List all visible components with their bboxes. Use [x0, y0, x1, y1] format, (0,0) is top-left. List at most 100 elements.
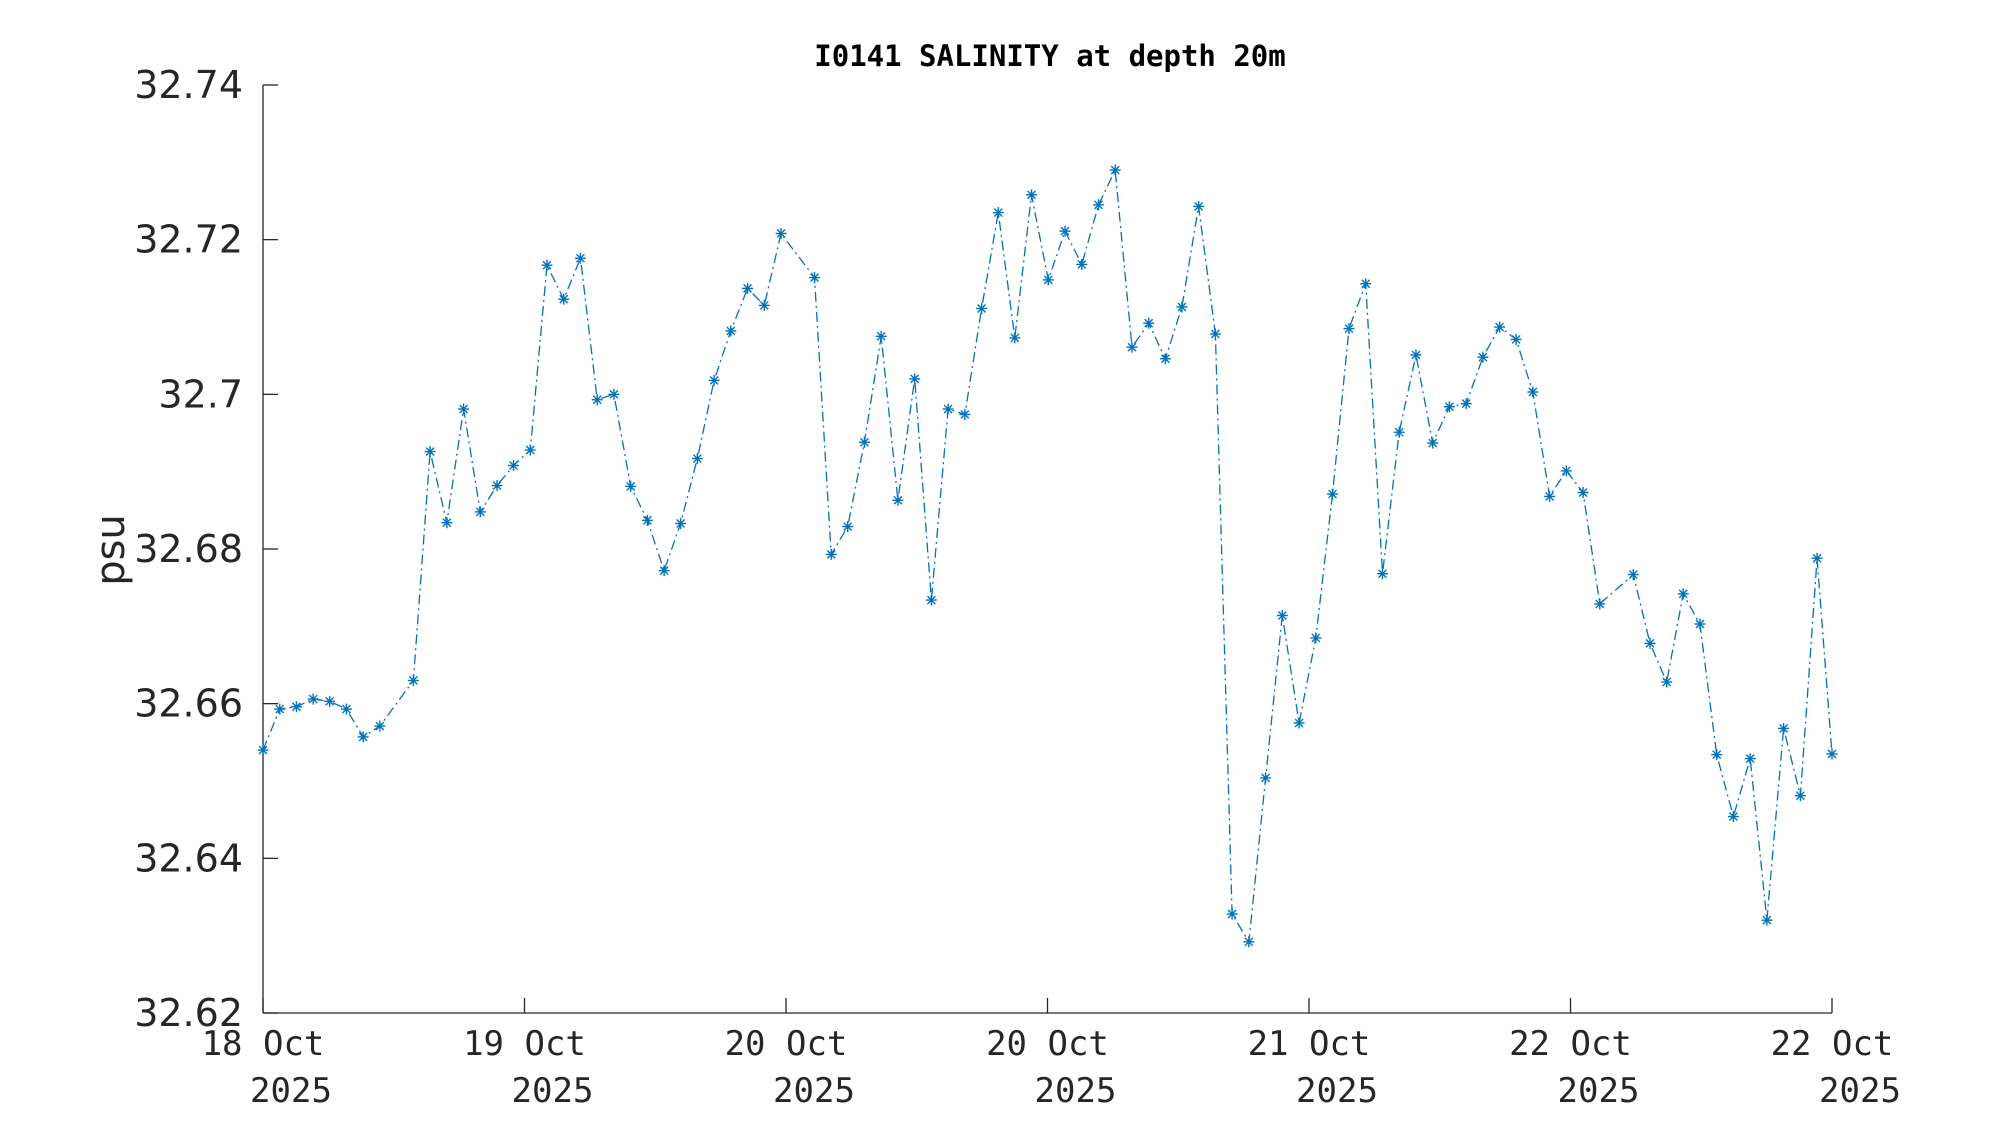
data-point — [725, 325, 737, 337]
data-point — [441, 517, 453, 529]
data-point — [858, 436, 870, 448]
data-point — [758, 299, 770, 311]
y-axis-label: psu — [88, 514, 134, 586]
data-point — [474, 506, 486, 518]
data-point — [992, 207, 1004, 219]
data-point — [742, 282, 754, 294]
data-point — [1393, 426, 1405, 438]
data-point — [574, 252, 586, 264]
data-point — [1360, 278, 1372, 290]
data-point — [909, 373, 921, 385]
data-point — [1193, 200, 1205, 212]
x-tick-label-year: 2025 — [1558, 1071, 1640, 1111]
data-point — [1594, 598, 1606, 610]
x-tick-label-year: 2025 — [250, 1071, 332, 1111]
data-point — [1711, 749, 1723, 761]
y-tick-label: 32.64 — [134, 836, 243, 880]
data-point — [558, 293, 570, 305]
data-point — [1811, 552, 1823, 564]
x-tick-label: 21 Oct — [1248, 1024, 1371, 1064]
y-tick-label: 32.72 — [134, 218, 243, 262]
data-point — [1226, 908, 1238, 920]
x-tick-label-year: 2025 — [512, 1071, 594, 1111]
data-point — [1243, 936, 1255, 948]
data-point — [1761, 914, 1773, 926]
data-point — [1694, 618, 1706, 630]
data-point — [775, 227, 787, 239]
data-point — [591, 394, 603, 406]
data-point — [1794, 790, 1806, 802]
data-point — [541, 259, 553, 271]
data-point — [1577, 487, 1589, 499]
data-point — [1644, 637, 1656, 649]
data-point — [1677, 588, 1689, 600]
data-point — [675, 517, 687, 529]
data-point — [641, 514, 653, 526]
data-point — [1527, 386, 1539, 398]
data-point — [1260, 772, 1272, 784]
data-point — [708, 374, 720, 386]
x-tick-label-year: 2025 — [1035, 1071, 1117, 1111]
data-point — [424, 446, 436, 458]
data-point — [357, 731, 369, 743]
data-point — [1661, 676, 1673, 688]
data-point — [1059, 225, 1071, 237]
x-ticks: 18 Oct 2025 19 Oct 2025 20 Oct 2025 20 Oct 2025… — [202, 998, 1901, 1111]
data-point — [809, 272, 821, 284]
data-point — [1176, 301, 1188, 313]
data-point — [324, 695, 336, 707]
data-point — [1109, 164, 1121, 176]
chart-title: I0141 SALINITY at depth 20m — [814, 39, 1285, 73]
data-point — [1460, 398, 1472, 410]
data-point — [1092, 199, 1104, 211]
x-tick-label-year: 2025 — [1296, 1071, 1378, 1111]
data-point — [1826, 748, 1838, 760]
data-point — [1310, 632, 1322, 644]
data-point — [1376, 568, 1388, 580]
data-point — [976, 302, 988, 314]
y-tick-label: 32.62 — [134, 991, 243, 1035]
data-point — [508, 459, 520, 471]
y-tick-label: 32.74 — [134, 63, 243, 107]
x-tick-label: 22 Oct — [1771, 1024, 1894, 1064]
data-point — [1009, 332, 1021, 344]
data-point — [1343, 323, 1355, 335]
data-point — [407, 674, 419, 686]
data-point — [1042, 274, 1054, 286]
data-point — [1544, 490, 1556, 502]
data-point — [1293, 717, 1305, 729]
data-point — [1494, 321, 1506, 333]
data-point — [1209, 328, 1221, 340]
data-point — [290, 701, 302, 713]
y-tick-label: 32.7 — [158, 372, 243, 416]
data-point — [274, 703, 286, 715]
data-point — [959, 408, 971, 420]
data-point — [625, 480, 637, 492]
data-point — [340, 703, 352, 715]
x-tick-label: 20 Oct — [986, 1024, 1109, 1064]
data-point — [925, 594, 937, 606]
data-point — [1126, 341, 1138, 353]
x-tick-label: 20 Oct — [725, 1024, 848, 1064]
x-tick-label-year: 2025 — [1819, 1071, 1901, 1111]
data-point — [1410, 349, 1422, 361]
data-point — [942, 403, 954, 415]
data-point — [842, 521, 854, 533]
data-point — [1427, 437, 1439, 449]
x-tick-label: 18 Oct — [202, 1024, 325, 1064]
data-point — [1510, 333, 1522, 345]
series-line — [262, 167, 1833, 944]
data-point — [257, 744, 269, 756]
data-point — [307, 693, 319, 705]
data-point — [524, 444, 536, 456]
data-point — [458, 403, 470, 415]
data-point — [1744, 753, 1756, 765]
data-point — [1076, 258, 1088, 270]
x-tick-label-year: 2025 — [773, 1071, 855, 1111]
data-point — [691, 453, 703, 465]
data-point — [825, 548, 837, 560]
x-tick-label: 22 Oct — [1509, 1024, 1632, 1064]
y-tick-label: 32.68 — [134, 527, 243, 571]
data-point — [1276, 610, 1288, 622]
